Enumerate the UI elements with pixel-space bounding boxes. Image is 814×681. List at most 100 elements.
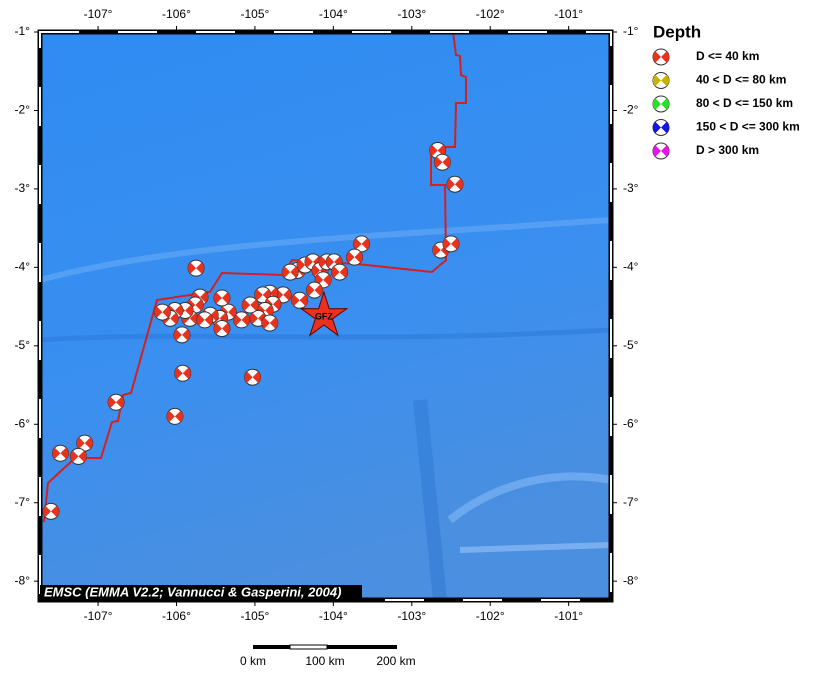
- lat-tick-label: -7°: [623, 495, 639, 509]
- lon-tick-label: -105°: [240, 7, 269, 21]
- beachball-quadrant: [241, 314, 250, 326]
- earthquake: [51, 444, 69, 462]
- beachball-quadrant: [661, 98, 670, 110]
- beachball-quadrant: [60, 447, 69, 459]
- beachball-quadrant: [188, 262, 197, 274]
- scale-bar: [253, 644, 397, 650]
- lon-tick-label: -103°: [397, 7, 426, 21]
- beachball-quadrant: [233, 314, 242, 326]
- legend-title: Depth: [653, 22, 701, 41]
- lat-tick-label: -2°: [15, 103, 31, 117]
- beachball-quadrant: [353, 238, 362, 250]
- beachball-quadrant: [250, 312, 259, 324]
- beachball-quadrant: [297, 259, 306, 271]
- legend-symbol: [652, 95, 670, 113]
- beachball-quadrant: [326, 256, 335, 268]
- lon-tick-label: -101°: [554, 7, 583, 21]
- legend-symbol: [652, 48, 670, 66]
- earthquake: [446, 175, 464, 193]
- beachball-quadrant: [228, 306, 237, 318]
- legend-symbol: [652, 72, 670, 89]
- beachball-quadrant: [221, 292, 230, 304]
- scale-label: 100 km: [305, 654, 344, 668]
- beachball-quadrant: [454, 178, 463, 190]
- beachball-quadrant: [450, 238, 460, 250]
- beachball-quadrant: [304, 256, 313, 268]
- beachball-quadrant: [354, 251, 363, 263]
- lat-tick-label: -1°: [15, 24, 31, 38]
- lon-tick-label: -101°: [554, 609, 583, 623]
- legend-label: 40 < D <= 80 km: [696, 73, 786, 87]
- earthquake: [291, 291, 309, 309]
- lon-tick-label: -102°: [476, 7, 505, 21]
- beachball-quadrant: [70, 450, 79, 463]
- earthquake: [261, 314, 279, 332]
- beachball-quadrant: [242, 299, 251, 311]
- lat-tick-label: -7°: [15, 495, 31, 509]
- beachball-quadrant: [78, 450, 87, 463]
- earthquake: [331, 263, 349, 281]
- lat-tick-label: -8°: [623, 573, 639, 587]
- beachball-quadrant: [282, 266, 291, 278]
- beachball-quadrant: [196, 262, 205, 274]
- beachball-quadrant: [432, 244, 441, 256]
- beachball-quadrant: [652, 51, 661, 63]
- beachball-quadrant: [283, 289, 292, 301]
- beachball-quadrant: [269, 317, 278, 329]
- legend-symbol: [652, 142, 670, 160]
- beachball-quadrant: [314, 284, 323, 296]
- beachball-quadrant: [254, 289, 263, 301]
- beachball-quadrant: [174, 410, 183, 423]
- beachball-quadrant: [261, 317, 270, 329]
- earthquake: [442, 235, 460, 253]
- lat-tick-label: -1°: [623, 24, 639, 38]
- beachball-quadrant: [265, 304, 274, 317]
- beachball-quadrant: [50, 505, 59, 517]
- earthquake: [166, 407, 184, 425]
- beachball-quadrant: [42, 505, 51, 517]
- earthquake: [174, 364, 192, 382]
- beachball-quadrant: [221, 322, 230, 335]
- legend-label: 80 < D <= 150 km: [696, 96, 793, 110]
- lon-tick-label: -106°: [162, 609, 191, 623]
- earthquake: [42, 502, 60, 520]
- scale-label: 0 km: [240, 654, 266, 668]
- lat-tick-label: -3°: [623, 181, 639, 195]
- beachball-quadrant: [661, 145, 670, 157]
- beachball-quadrant: [272, 298, 281, 310]
- credit: EMSC (EMMA V2.2; Vannucci & Gasperini, 2…: [44, 584, 341, 599]
- lat-tick-label: -8°: [15, 573, 31, 587]
- earthquake: [233, 311, 251, 329]
- lon-tick-label: -104°: [319, 609, 348, 623]
- beachball-quadrant: [189, 312, 198, 324]
- station-label: GFZ: [315, 311, 333, 321]
- legend-symbol: [652, 119, 670, 136]
- earthquake: [213, 289, 231, 307]
- beachball-quadrant: [204, 314, 213, 326]
- beachball-quadrant: [652, 98, 661, 110]
- beachball-quadrant: [299, 294, 308, 306]
- station-star: [299, 290, 349, 337]
- beachball-quadrant: [195, 299, 204, 311]
- legend-label: D > 300 km: [696, 143, 759, 157]
- beachball-quadrant: [652, 74, 661, 87]
- beachball-quadrant: [652, 145, 661, 157]
- earthquake: [433, 153, 451, 171]
- beachball-quadrant: [244, 371, 253, 383]
- beachball-quadrant: [323, 274, 332, 286]
- beachball-quadrant: [346, 251, 355, 263]
- beachball-quadrant: [166, 410, 175, 423]
- earthquake: [76, 434, 94, 452]
- lat-tick-label: -5°: [15, 338, 31, 352]
- beachball-quadrant: [252, 371, 261, 383]
- earthquake: [244, 368, 262, 386]
- beachball-quadrant: [661, 74, 670, 87]
- beachball-quadrant: [181, 329, 190, 341]
- beachball-quadrant: [442, 156, 451, 168]
- beachball-quadrant: [213, 292, 222, 304]
- beachball-quadrant: [269, 287, 278, 299]
- beachball-quadrant: [84, 437, 93, 449]
- lon-tick-label: -105°: [240, 609, 269, 623]
- beachball-quadrant: [652, 121, 661, 134]
- legend-label: 150 < D <= 300 km: [696, 120, 800, 134]
